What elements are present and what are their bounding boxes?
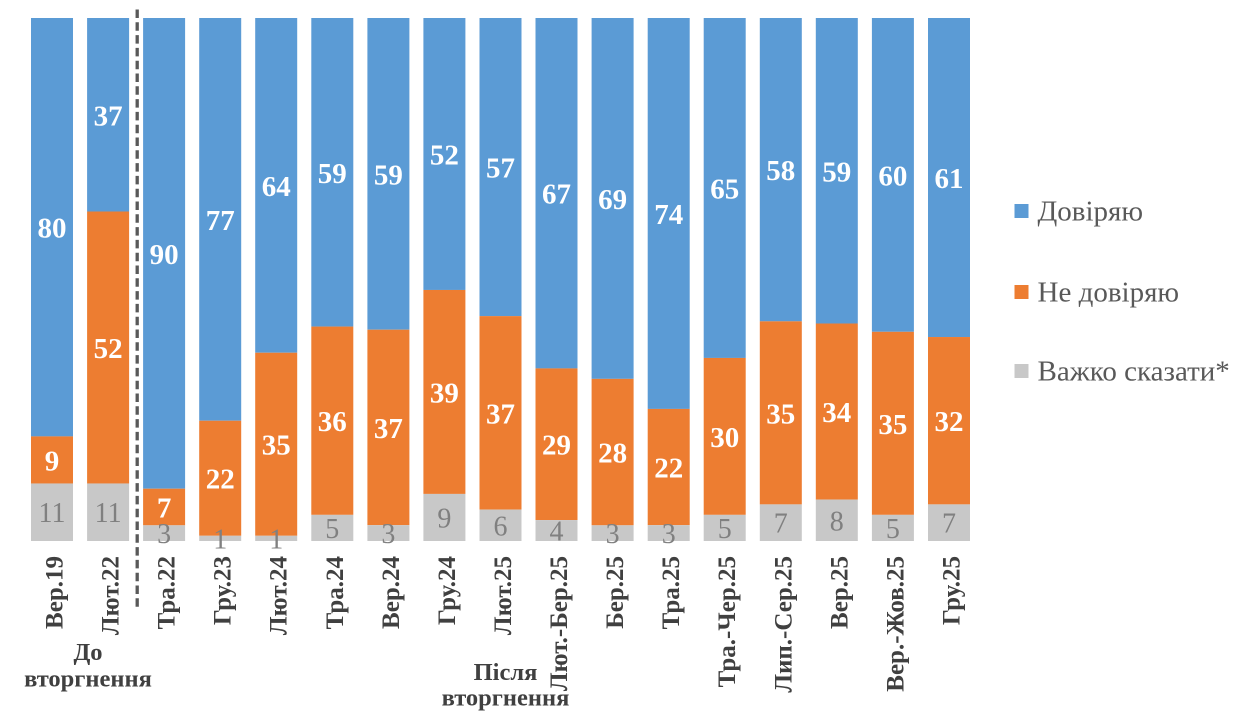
svg-text:58: 58 — [766, 155, 795, 187]
svg-text:35: 35 — [878, 409, 907, 441]
svg-text:Лют.-Бер.25: Лют.-Бер.25 — [546, 556, 573, 691]
svg-text:Вер.25: Вер.25 — [826, 556, 853, 629]
svg-text:9: 9 — [437, 504, 451, 535]
svg-text:Довіряю: Довіряю — [1038, 195, 1144, 227]
svg-text:вторгнення: вторгнення — [442, 685, 570, 711]
svg-text:Гру.25: Гру.25 — [939, 556, 966, 625]
svg-text:Тра.22: Тра.22 — [154, 556, 181, 629]
svg-text:Вер.19: Вер.19 — [42, 556, 69, 629]
svg-text:Лют.24: Лют.24 — [266, 556, 293, 636]
svg-text:7: 7 — [942, 509, 956, 540]
svg-text:3: 3 — [606, 519, 620, 550]
svg-text:11: 11 — [95, 498, 122, 529]
svg-text:59: 59 — [374, 159, 403, 191]
svg-text:29: 29 — [542, 430, 571, 462]
svg-text:74: 74 — [654, 199, 683, 231]
svg-text:вторгнення: вторгнення — [24, 666, 152, 693]
svg-text:30: 30 — [710, 422, 739, 454]
svg-text:34: 34 — [822, 397, 851, 429]
svg-text:5: 5 — [886, 514, 900, 545]
svg-text:7: 7 — [774, 509, 788, 540]
svg-text:80: 80 — [38, 213, 67, 245]
svg-text:1: 1 — [269, 524, 283, 555]
svg-text:Лют.22: Лют.22 — [98, 556, 125, 635]
svg-text:Вер.24: Вер.24 — [378, 556, 405, 629]
svg-text:Не довіряю: Не довіряю — [1038, 276, 1180, 308]
svg-text:Тра.-Чер.25: Тра.-Чер.25 — [714, 556, 741, 687]
svg-text:11: 11 — [39, 498, 66, 529]
svg-text:Лип.-Сер.25: Лип.-Сер.25 — [770, 556, 797, 693]
svg-text:6: 6 — [494, 511, 508, 542]
svg-text:5: 5 — [325, 514, 339, 545]
svg-text:60: 60 — [878, 160, 907, 192]
svg-text:28: 28 — [598, 438, 627, 470]
svg-text:Гру.24: Гру.24 — [434, 556, 461, 626]
svg-text:Тра.25: Тра.25 — [658, 556, 685, 629]
svg-text:3: 3 — [157, 519, 171, 550]
svg-text:52: 52 — [430, 140, 459, 172]
svg-text:37: 37 — [94, 100, 123, 132]
svg-text:67: 67 — [542, 179, 571, 211]
svg-text:77: 77 — [206, 205, 235, 237]
svg-text:37: 37 — [374, 413, 403, 445]
svg-text:32: 32 — [935, 406, 964, 438]
svg-text:Важко сказати*: Важко сказати* — [1038, 355, 1230, 387]
svg-text:65: 65 — [710, 174, 739, 206]
svg-text:59: 59 — [822, 156, 851, 188]
svg-text:35: 35 — [766, 398, 795, 430]
svg-text:До: До — [73, 639, 102, 666]
svg-text:57: 57 — [486, 153, 515, 185]
svg-text:90: 90 — [150, 239, 179, 271]
svg-text:61: 61 — [935, 163, 964, 195]
svg-text:Вер.-Жов.25: Вер.-Жов.25 — [882, 556, 909, 692]
svg-text:39: 39 — [430, 377, 459, 409]
svg-text:64: 64 — [262, 171, 291, 203]
svg-text:Гру.23: Гру.23 — [210, 556, 237, 625]
svg-text:Після: Після — [474, 659, 538, 686]
svg-text:52: 52 — [94, 333, 123, 365]
svg-text:9: 9 — [45, 445, 60, 477]
svg-text:7: 7 — [157, 493, 172, 525]
svg-text:Лют.25: Лют.25 — [490, 556, 517, 635]
svg-text:Тра.24: Тра.24 — [322, 556, 349, 630]
svg-text:8: 8 — [830, 506, 844, 537]
svg-text:69: 69 — [598, 184, 627, 216]
svg-text:5: 5 — [718, 514, 732, 545]
svg-text:36: 36 — [318, 406, 347, 438]
svg-text:22: 22 — [654, 453, 683, 485]
svg-text:4: 4 — [550, 517, 564, 548]
svg-text:3: 3 — [662, 519, 676, 550]
svg-text:Бер.25: Бер.25 — [602, 556, 629, 629]
svg-text:37: 37 — [486, 398, 515, 430]
svg-text:22: 22 — [206, 464, 235, 496]
svg-text:3: 3 — [381, 519, 395, 550]
svg-text:35: 35 — [262, 430, 291, 462]
svg-text:59: 59 — [318, 158, 347, 190]
svg-text:1: 1 — [213, 524, 227, 555]
